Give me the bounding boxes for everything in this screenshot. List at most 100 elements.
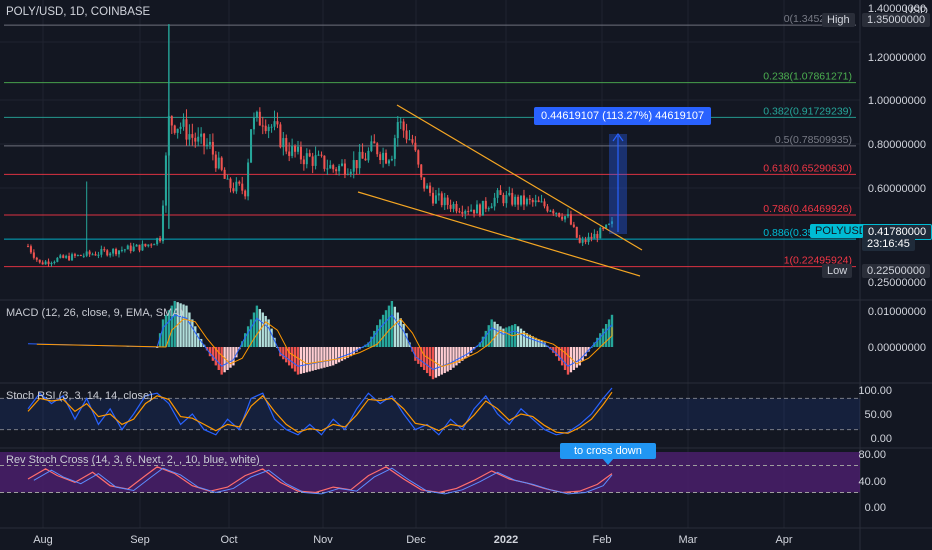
macd-bar-88 xyxy=(285,347,288,363)
macd-bar-89 xyxy=(288,347,291,366)
macd-bar-78 xyxy=(255,305,259,347)
candle-body-69 xyxy=(229,178,232,189)
x-tick-8: Apr xyxy=(775,534,792,546)
macd-bar-116 xyxy=(367,342,370,347)
macd-bar-99 xyxy=(317,347,320,370)
macd-bar-179 xyxy=(552,347,555,353)
candle-body-43 xyxy=(153,244,156,246)
fib-label-1: 0.238(1.07861271) xyxy=(763,71,852,83)
candle-body-38 xyxy=(138,244,141,251)
macd-bar-155 xyxy=(481,336,485,347)
macd-bar-68 xyxy=(226,347,229,370)
measure-arrow-head xyxy=(612,132,624,142)
macd-bar-180 xyxy=(555,347,558,357)
rev-stoch-pane xyxy=(0,452,860,495)
macd-bar-81 xyxy=(264,315,267,347)
candle-body-187 xyxy=(575,226,578,238)
candle-body-24 xyxy=(97,254,100,256)
macd-bar-75 xyxy=(246,326,250,347)
candle-body-134 xyxy=(420,164,423,178)
candle-body-49 xyxy=(170,116,173,126)
macd-bar-136 xyxy=(425,347,429,374)
rev-tick-2: 0.00 xyxy=(865,502,886,514)
candle-body-41 xyxy=(147,244,150,247)
candle-body-194 xyxy=(596,233,599,239)
macd-bar-90 xyxy=(290,347,294,369)
candle-body-16 xyxy=(73,254,76,256)
candle-body-94 xyxy=(302,159,305,165)
candle-body-131 xyxy=(411,139,414,143)
macd-bar-143 xyxy=(446,347,449,372)
candle-body-189 xyxy=(581,239,584,243)
rev-stoch-title[interactable]: Rev Stoch Cross (14, 3, 6, Next, 2, , 10… xyxy=(6,454,260,466)
candle-body-18 xyxy=(79,254,82,256)
macd-bar-49 xyxy=(170,305,173,347)
candle-body-163 xyxy=(505,195,508,204)
candle-body-23 xyxy=(94,254,97,256)
macd-bar-111 xyxy=(352,347,355,354)
candle-body-162 xyxy=(502,194,505,204)
candle-body-50 xyxy=(173,125,176,133)
candle-body-58 xyxy=(197,136,200,142)
macd-bar-94 xyxy=(302,347,306,374)
candle-body-56 xyxy=(191,134,194,138)
measure-tool xyxy=(609,132,627,234)
candle-body-0 xyxy=(26,246,30,248)
candle-body-98 xyxy=(314,155,317,166)
stoch-rsi-title[interactable]: Stoch RSI (3, 3, 14, 14, close) xyxy=(6,390,153,402)
candle-body-4 xyxy=(38,259,41,263)
candle-body-114 xyxy=(361,151,364,159)
candle-body-63 xyxy=(211,141,214,155)
candle-body-64 xyxy=(214,154,217,169)
candle-body-68 xyxy=(226,178,229,180)
macd-bar-63 xyxy=(211,347,215,361)
candle-body-46 xyxy=(161,205,165,242)
macd-bar-126 xyxy=(396,312,399,347)
candle-body-29 xyxy=(112,249,115,254)
macd-bar-174 xyxy=(537,339,540,347)
candle-body-26 xyxy=(103,249,106,251)
candle-body-105 xyxy=(335,169,338,172)
candle-body-99 xyxy=(317,154,320,156)
high-label: High xyxy=(822,13,855,27)
candle-body-32 xyxy=(120,249,123,251)
candle-body-47 xyxy=(164,155,167,206)
macd-bar-164 xyxy=(508,326,511,347)
candle-body-88 xyxy=(285,138,288,152)
candle-body-89 xyxy=(288,151,291,156)
candle-body-20 xyxy=(85,251,88,256)
macd-bar-181 xyxy=(558,347,561,361)
candle-body-61 xyxy=(205,144,209,147)
candle-body-62 xyxy=(208,141,211,145)
candle-body-92 xyxy=(296,146,300,152)
macd-bar-112 xyxy=(355,347,358,352)
macd-bar-80 xyxy=(261,312,264,347)
macd-bar-194 xyxy=(596,337,599,347)
macd-bar-73 xyxy=(241,341,244,347)
macd-bar-76 xyxy=(249,319,253,347)
high-value: 1.35000000 xyxy=(862,13,931,27)
candle-body-192 xyxy=(590,236,593,239)
candle-body-142 xyxy=(443,197,446,206)
candle-body-132 xyxy=(414,142,417,151)
candle-body-174 xyxy=(537,200,540,202)
candle-body-55 xyxy=(188,134,191,140)
macd-title[interactable]: MACD (12, 26, close, 9, EMA, SMA) xyxy=(6,307,184,319)
macd-bar-121 xyxy=(381,314,385,347)
macd-bar-196 xyxy=(602,328,605,347)
candle-body-52 xyxy=(179,126,182,129)
macd-bar-140 xyxy=(437,347,441,377)
candle-body-54 xyxy=(185,119,188,140)
trend-lines xyxy=(357,104,643,277)
x-tick-6: Feb xyxy=(593,534,612,546)
candle-body-103 xyxy=(329,165,332,169)
candle-body-183 xyxy=(564,216,567,220)
candle-body-96 xyxy=(308,153,311,157)
candle-body-172 xyxy=(531,199,534,203)
candle-body-148 xyxy=(461,211,464,214)
candle-body-93 xyxy=(299,146,302,160)
candle-body-9 xyxy=(53,261,56,263)
candle-body-120 xyxy=(379,154,382,161)
macd-bar-147 xyxy=(458,347,461,364)
macd-bar-169 xyxy=(522,330,526,347)
